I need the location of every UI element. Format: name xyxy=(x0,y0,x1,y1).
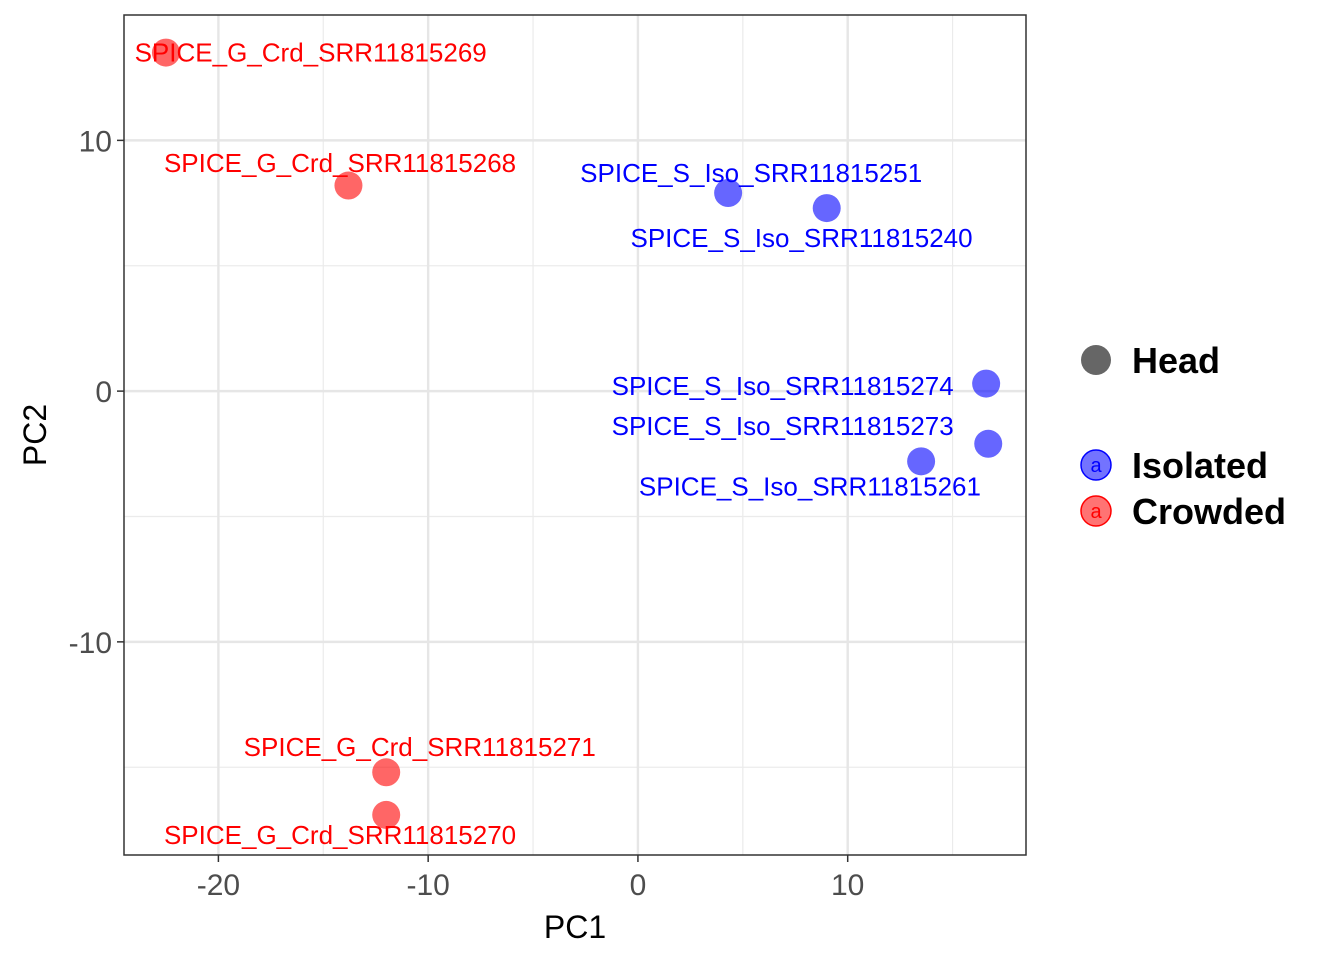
point-label-crowded: SPICE_G_Crd_SRR11815268 xyxy=(164,148,516,178)
y-tick-label: 10 xyxy=(79,125,112,158)
data-point-crowded xyxy=(334,171,363,200)
data-points xyxy=(151,38,1003,829)
plot-panel xyxy=(124,15,1026,855)
x-tick-label: 10 xyxy=(831,869,864,902)
x-tick-label: -20 xyxy=(197,869,240,902)
legend-key-glyph: a xyxy=(1090,455,1102,477)
point-label-isolated: SPICE_S_Iso_SRR11815240 xyxy=(631,223,973,253)
point-labels: SPICE_S_Iso_SRR11815251 SPICE_S_Iso_SRR11… xyxy=(135,38,981,850)
x-tick-label: 0 xyxy=(630,869,647,902)
y-tick-label: 0 xyxy=(95,376,112,409)
point-label-isolated: SPICE_S_Iso_SRR11815273 xyxy=(612,411,954,441)
point-label-crowded: SPICE_G_Crd_SRR11815271 xyxy=(244,732,596,762)
point-label-crowded: SPICE_G_Crd_SRR11815270 xyxy=(164,820,516,850)
point-label-isolated: SPICE_S_Iso_SRR11815251 xyxy=(580,158,922,188)
y-axis-title: PC2 xyxy=(17,404,53,466)
data-point-crowded xyxy=(372,800,401,829)
major-gridlines xyxy=(124,15,1026,855)
y-tick-label: -10 xyxy=(69,627,112,660)
point-label-isolated: SPICE_S_Iso_SRR11815261 xyxy=(639,471,981,501)
legend-key-isolated xyxy=(1080,449,1112,481)
minor-gridlines xyxy=(124,15,1026,855)
x-tick-label: -10 xyxy=(406,869,449,902)
data-point-isolated xyxy=(972,369,1001,398)
legend-head-key xyxy=(1081,345,1111,375)
legend-label-isolated: Isolated xyxy=(1132,445,1268,486)
legend-key-glyph: a xyxy=(1090,501,1102,523)
legend-head-label: Head xyxy=(1132,340,1220,381)
data-point-crowded xyxy=(151,38,180,67)
x-axis-title: PC1 xyxy=(544,909,606,945)
data-point-isolated xyxy=(907,447,936,476)
y-axis: -10 0 10 xyxy=(69,125,124,660)
data-point-isolated xyxy=(974,429,1003,458)
legend-key-crowded xyxy=(1080,495,1112,527)
point-label-crowded: SPICE_G_Crd_SRR11815269 xyxy=(135,38,487,68)
data-point-crowded xyxy=(372,758,401,787)
data-point-isolated xyxy=(714,179,743,208)
x-axis: -20 -10 0 10 xyxy=(197,855,864,902)
point-label-isolated: SPICE_S_Iso_SRR11815274 xyxy=(612,371,954,401)
data-point-isolated xyxy=(812,194,841,223)
legend-label-crowded: Crowded xyxy=(1132,491,1286,532)
plot-border xyxy=(123,14,1027,856)
legend: Head a Isolated a Crowded xyxy=(1080,340,1286,532)
